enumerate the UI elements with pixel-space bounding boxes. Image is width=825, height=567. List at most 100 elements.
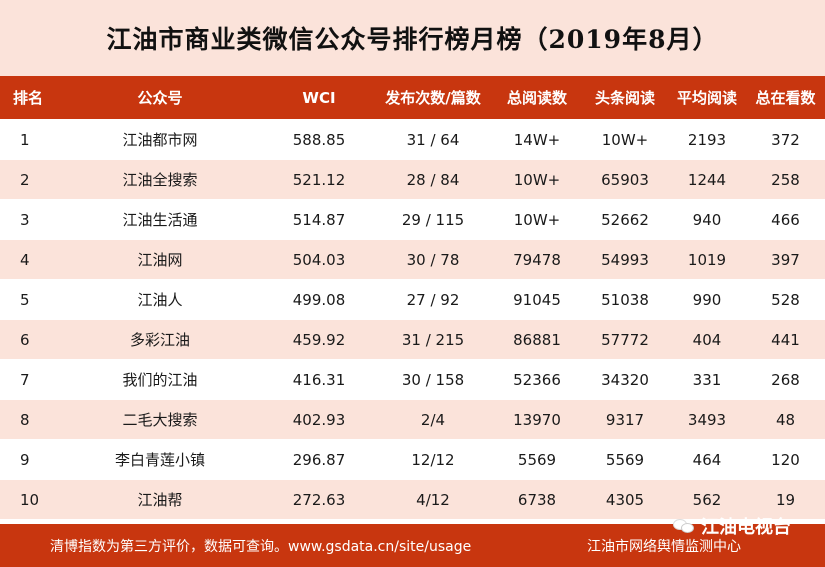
- headline-reads-cell: 57772: [601, 330, 649, 349]
- posts-cell: 27 / 92: [406, 290, 460, 309]
- table-row: 9 李白青莲小镇 296.87 12/12 5569 5569 464 120: [0, 440, 825, 480]
- rank-cell: 10: [20, 490, 40, 509]
- headline-reads-cell: 9317: [605, 410, 645, 429]
- total-reads-cell: 10W+: [513, 210, 561, 229]
- wci-cell: 588.85: [292, 130, 346, 149]
- account-cell: 李白青莲小镇: [114, 451, 205, 469]
- total-reads-cell: 91045: [513, 290, 561, 309]
- headline-reads-cell: 34320: [601, 370, 649, 389]
- account-cell: 二毛大搜索: [122, 411, 198, 429]
- table-row: 8 二毛大搜索 402.93 2/4 13970 9317 3493 48: [0, 400, 825, 440]
- rank-cell: 2: [20, 170, 30, 189]
- total-reads-cell: 10W+: [513, 170, 561, 189]
- total-reads-cell: 86881: [513, 330, 561, 349]
- avg-reads-cell: 1019: [687, 250, 727, 269]
- posts-cell: 4/12: [416, 490, 450, 509]
- headline-reads-cell: 10W+: [601, 130, 649, 149]
- total-reads-cell: 6738: [517, 490, 557, 509]
- avg-reads-cell: 562: [692, 490, 722, 509]
- table-row: 2 江油全搜索 521.12 28 / 84 10W+ 65903 1244 2…: [0, 160, 825, 200]
- page-title: 江油市商业类微信公众号排行榜月榜（2019年8月）: [106, 25, 719, 54]
- posts-cell: 30 / 158: [401, 370, 465, 389]
- total-reads-cell: 14W+: [513, 130, 561, 149]
- account-cell: 江油网: [137, 251, 183, 269]
- wci-cell: 514.87: [292, 210, 346, 229]
- rank-cell: 3: [20, 210, 30, 229]
- header-wci: WCI: [302, 88, 336, 107]
- footer-center-name: 江油市网络舆情监测中心: [587, 539, 741, 555]
- header-headline-reads: 头条阅读: [594, 89, 655, 107]
- rank-cell: 5: [20, 290, 30, 309]
- table-row: 6 多彩江油 459.92 31 / 215 86881 57772 404 4…: [0, 320, 825, 360]
- wci-cell: 504.03: [292, 250, 346, 269]
- wci-cell: 416.31: [292, 370, 346, 389]
- posts-cell: 29 / 115: [401, 210, 465, 229]
- header-total-reads: 总阅读数: [506, 89, 567, 107]
- total-likes-cell: 258: [771, 170, 800, 189]
- header-account: 公众号: [137, 89, 183, 107]
- total-reads-cell: 13970: [513, 410, 561, 429]
- headline-reads-cell: 5569: [605, 450, 645, 469]
- total-reads-cell: 79478: [513, 250, 561, 269]
- title-bar: 江油市商业类微信公众号排行榜月榜（2019年8月）: [0, 0, 825, 76]
- ranking-table: 排名 公众号 WCI 发布次数/篇数 总阅读数 头条阅读 平均阅读 总在看数 1…: [0, 76, 825, 520]
- avg-reads-cell: 990: [692, 290, 722, 309]
- rank-cell: 7: [20, 370, 30, 389]
- wci-cell: 272.63: [292, 490, 346, 509]
- footer-note: 清博指数为第三方评价，数据可查询。www.gsdata.cn/site/usag…: [50, 539, 472, 555]
- total-likes-cell: 268: [771, 370, 800, 389]
- headline-reads-cell: 52662: [601, 210, 649, 229]
- total-likes-cell: 466: [771, 210, 800, 229]
- total-likes-cell: 372: [771, 130, 800, 149]
- total-likes-cell: 441: [771, 330, 800, 349]
- rank-cell: 8: [20, 410, 30, 429]
- total-likes-cell: 19: [775, 490, 796, 509]
- wci-cell: 296.87: [292, 450, 346, 469]
- table-row: 3 江油生活通 514.87 29 / 115 10W+ 52662 940 4…: [0, 200, 825, 240]
- avg-reads-cell: 1244: [687, 170, 727, 189]
- header-rank: 排名: [12, 89, 43, 107]
- rank-cell: 6: [20, 330, 30, 349]
- rank-cell: 1: [20, 130, 30, 149]
- total-reads-cell: 52366: [513, 370, 561, 389]
- header-total-likes: 总在看数: [755, 89, 816, 107]
- account-cell: 江油全搜索: [122, 171, 198, 189]
- avg-reads-cell: 3493: [687, 410, 727, 429]
- posts-cell: 2/4: [420, 410, 446, 429]
- table-row: 1 江油都市网 588.85 31 / 64 14W+ 10W+ 2193 37…: [0, 120, 825, 160]
- total-likes-cell: 48: [775, 410, 796, 429]
- table-header-row: 排名 公众号 WCI 发布次数/篇数 总阅读数 头条阅读 平均阅读 总在看数: [0, 76, 825, 120]
- headline-reads-cell: 65903: [601, 170, 649, 189]
- watermark-text: 江油电视台: [701, 517, 791, 538]
- posts-cell: 12/12: [411, 450, 455, 469]
- table-row: 4 江油网 504.03 30 / 78 79478 54993 1019 39…: [0, 240, 825, 280]
- account-cell: 江油人: [137, 291, 183, 309]
- avg-reads-cell: 331: [692, 370, 722, 389]
- wechat-icon: [673, 517, 695, 535]
- posts-cell: 30 / 78: [406, 250, 460, 269]
- posts-cell: 31 / 215: [401, 330, 465, 349]
- headline-reads-cell: 4305: [605, 490, 645, 509]
- account-cell: 多彩江油: [129, 331, 190, 349]
- headline-reads-cell: 51038: [601, 290, 649, 309]
- rank-cell: 9: [20, 450, 30, 469]
- total-likes-cell: 528: [771, 290, 800, 309]
- headline-reads-cell: 54993: [601, 250, 649, 269]
- header-posts: 发布次数/篇数: [385, 89, 481, 107]
- total-likes-cell: 120: [771, 450, 800, 469]
- wci-cell: 499.08: [292, 290, 346, 309]
- account-cell: 江油都市网: [122, 131, 198, 149]
- total-reads-cell: 5569: [517, 450, 557, 469]
- account-cell: 我们的江油: [122, 371, 198, 389]
- wci-cell: 521.12: [292, 170, 346, 189]
- header-avg-reads: 平均阅读: [676, 89, 737, 107]
- table-row: 5 江油人 499.08 27 / 92 91045 51038 990 528: [0, 280, 825, 320]
- posts-cell: 28 / 84: [406, 170, 460, 189]
- avg-reads-cell: 2193: [687, 130, 727, 149]
- rank-cell: 4: [20, 250, 30, 269]
- posts-cell: 31 / 64: [406, 130, 460, 149]
- account-cell: 江油生活通: [122, 211, 198, 229]
- account-cell: 江油帮: [137, 491, 183, 509]
- table-row: 10 江油帮 272.63 4/12 6738 4305 562 19: [0, 480, 825, 520]
- avg-reads-cell: 940: [692, 210, 722, 229]
